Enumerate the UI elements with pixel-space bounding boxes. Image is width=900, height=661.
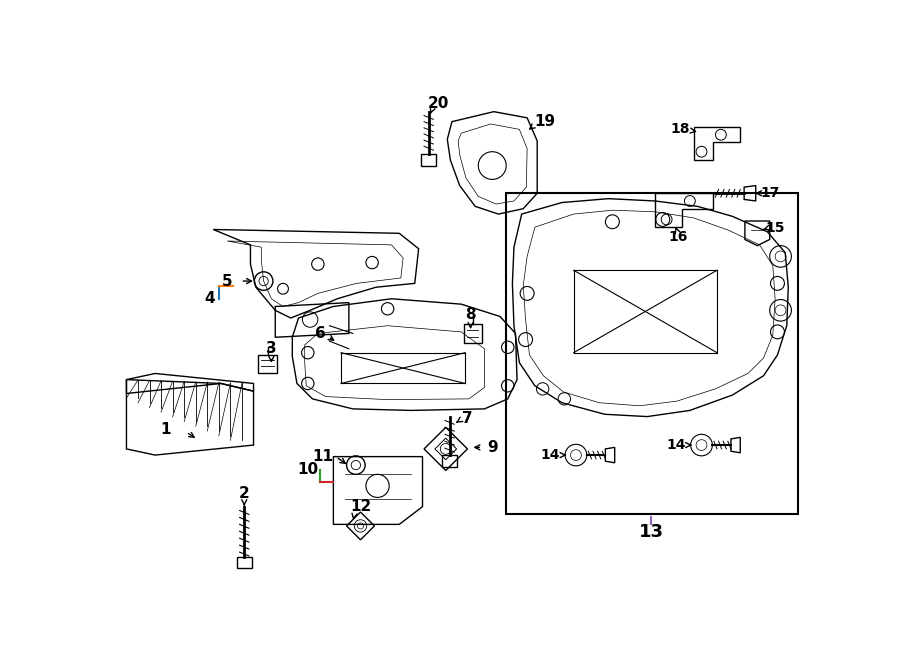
Text: 7: 7 [462,410,472,426]
Text: 4: 4 [204,292,215,306]
Text: 3: 3 [266,341,276,356]
Text: 11: 11 [313,449,334,464]
Text: 9: 9 [487,440,498,455]
Text: 10: 10 [297,462,319,477]
Text: 6: 6 [315,326,326,341]
Text: 13: 13 [639,523,663,541]
Text: 17: 17 [760,186,779,200]
Text: 16: 16 [669,230,688,244]
Text: 19: 19 [535,114,555,129]
Text: 8: 8 [465,307,476,322]
Text: 14: 14 [666,438,686,452]
Text: 20: 20 [428,97,449,112]
Text: 5: 5 [222,274,232,289]
Text: 1: 1 [160,422,170,437]
Text: 15: 15 [765,221,785,235]
Text: 2: 2 [238,486,249,501]
Text: 12: 12 [350,499,371,514]
Bar [506,193,798,514]
Text: 14: 14 [541,448,560,462]
Text: 18: 18 [670,122,689,136]
